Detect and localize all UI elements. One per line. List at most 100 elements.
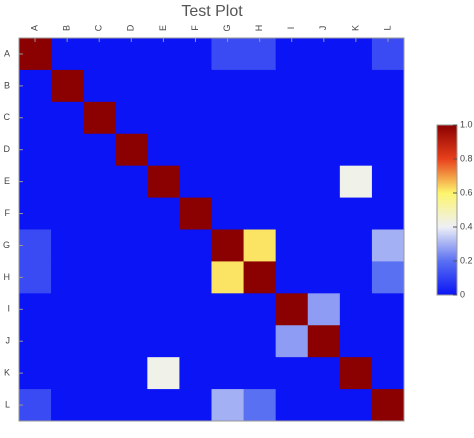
heatmap-cell <box>307 133 341 167</box>
heatmap-cell <box>275 229 309 262</box>
x-tick-label: C <box>94 24 104 31</box>
heatmap-cell <box>51 293 84 326</box>
heatmap-cell <box>243 69 277 103</box>
heatmap-cell <box>211 293 245 326</box>
heatmap-cell <box>371 357 405 390</box>
heatmap-cell <box>243 165 277 199</box>
heatmap-cell <box>371 293 405 326</box>
x-tick-label: G <box>222 24 232 31</box>
heatmap-cell <box>179 325 212 358</box>
y-tick-label: F <box>5 208 11 218</box>
heatmap-cell <box>211 229 245 262</box>
colorbar-tick-label: 0.6 <box>460 187 473 197</box>
y-tick-label: D <box>4 144 11 154</box>
heatmap-cell <box>211 197 245 230</box>
heatmap-cell <box>83 261 116 294</box>
x-tick-label: F <box>190 25 200 31</box>
heatmap-cell <box>211 69 245 103</box>
heatmap-cell <box>307 69 341 103</box>
heatmap-cell <box>179 357 212 390</box>
heatmap-cell <box>275 389 309 422</box>
heatmap-cell <box>179 229 212 262</box>
heatmap-cell <box>83 389 116 422</box>
heatmap-cell <box>83 69 116 103</box>
heatmap-cell <box>147 325 180 358</box>
heatmap-cell <box>83 133 116 167</box>
heatmap-cell <box>307 389 341 422</box>
heatmap-cell <box>147 133 180 167</box>
chart-title: Test Plot <box>181 3 243 20</box>
x-tick-label: K <box>350 25 360 31</box>
heatmap-cell <box>179 261 212 294</box>
heatmap-cell <box>83 325 116 358</box>
heatmap-cell <box>371 38 405 71</box>
heatmap-cell <box>179 389 212 422</box>
heatmap-cell <box>19 133 52 167</box>
heatmap-cell <box>275 69 309 103</box>
heatmap-cell <box>243 325 277 358</box>
plot-frame <box>18 37 405 422</box>
y-tick-label: A <box>4 48 10 58</box>
heatmap-cell <box>339 261 373 294</box>
heatmap-cell <box>51 197 84 230</box>
y-tick-label: H <box>4 272 11 282</box>
heatmap-cell <box>307 293 341 326</box>
heatmap-cell <box>211 101 245 135</box>
heatmap-cell <box>115 101 148 135</box>
heatmap-cell <box>19 101 52 135</box>
heatmap-cell <box>115 69 148 103</box>
x-tick-label: D <box>126 24 136 31</box>
heatmap-cell <box>211 165 245 199</box>
heatmap-cell <box>339 133 373 167</box>
x-tick-label: B <box>62 25 72 31</box>
x-tick-label: A <box>29 25 39 31</box>
heatmap-cell <box>179 133 212 167</box>
heatmap-cell <box>243 357 277 390</box>
heatmap-cell <box>115 325 148 358</box>
heatmap-cell <box>371 389 405 422</box>
heatmap-cell <box>19 261 52 294</box>
heatmap-cell <box>51 389 84 422</box>
heatmap-cell <box>275 133 309 167</box>
heatmap-cell <box>19 293 52 326</box>
heatmap-cell <box>147 101 180 135</box>
heatmap-cell <box>371 229 405 262</box>
heatmap-cell <box>243 229 277 262</box>
heatmap-cell <box>339 389 373 422</box>
y-tick-label: G <box>3 240 10 250</box>
heatmap-cell <box>147 229 180 262</box>
heatmap-cell <box>19 229 52 262</box>
heatmap-cell <box>307 197 341 230</box>
heatmap-cell <box>307 261 341 294</box>
heatmap-cell <box>371 325 405 358</box>
colorbar-tick-label: 0.4 <box>460 221 473 231</box>
heatmap-cell <box>51 261 84 294</box>
heatmap-cell <box>51 165 84 199</box>
x-tick-label: I <box>286 27 296 30</box>
heatmap-cell <box>243 101 277 135</box>
heatmap-cell <box>307 101 341 135</box>
heatmap-cell <box>147 389 180 422</box>
heatmap-cell <box>339 357 373 390</box>
heatmap-cell <box>19 357 52 390</box>
heatmap-cell <box>371 133 405 167</box>
heatmap-cell <box>307 165 341 199</box>
heatmap-cell <box>275 197 309 230</box>
heatmap-cell <box>19 165 52 199</box>
heatmap-cell <box>307 325 341 358</box>
heatmap-cell <box>19 69 52 103</box>
x-tick-label: J <box>318 26 328 31</box>
y-tick-label: J <box>6 336 11 346</box>
heatmap-cell <box>339 101 373 135</box>
heatmap-cell <box>83 357 116 390</box>
heatmap-cell <box>51 325 84 358</box>
heatmap-cell <box>275 357 309 390</box>
heatmap-cell <box>179 38 212 71</box>
heatmap-cell <box>115 197 148 230</box>
heatmap-cell <box>243 293 277 326</box>
heatmap-cell <box>371 101 405 135</box>
x-tick-label: L <box>382 25 392 30</box>
heatmap-cell <box>115 133 148 167</box>
heatmap-cell <box>243 133 277 167</box>
